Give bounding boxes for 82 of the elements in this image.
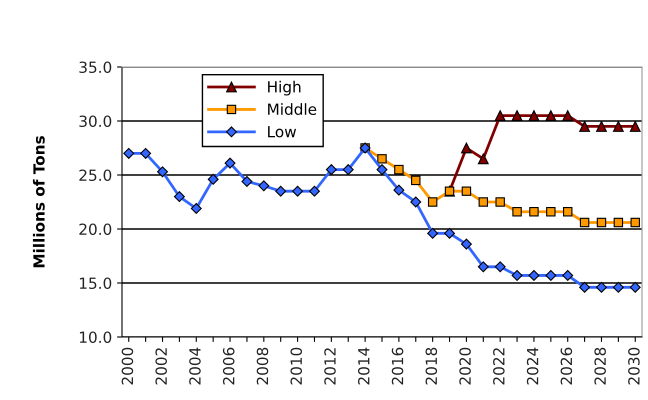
point bbox=[545, 110, 556, 122]
point bbox=[579, 282, 590, 293]
point bbox=[512, 110, 522, 122]
point bbox=[123, 148, 134, 159]
x-tick-label: 2004 bbox=[189, 348, 201, 384]
point bbox=[258, 180, 270, 192]
point bbox=[580, 218, 590, 228]
point bbox=[478, 153, 489, 164]
point bbox=[528, 270, 540, 281]
x-tick-label: 2030 bbox=[628, 348, 640, 384]
x-tick-label: 2012 bbox=[324, 348, 336, 384]
y-tick-label: 25.0 bbox=[79, 169, 112, 182]
x-tick-label: 2020 bbox=[459, 348, 471, 384]
point bbox=[494, 261, 506, 272]
x-tick-label: 2000 bbox=[122, 348, 134, 384]
point bbox=[478, 197, 488, 207]
point bbox=[562, 207, 572, 216]
y-tick-label: 10.0 bbox=[80, 331, 112, 344]
point bbox=[342, 164, 354, 176]
point bbox=[428, 197, 438, 207]
point bbox=[427, 228, 438, 239]
legend-label: Low bbox=[268, 126, 296, 138]
point bbox=[444, 228, 455, 239]
point bbox=[529, 207, 539, 216]
point bbox=[190, 203, 202, 214]
point bbox=[596, 120, 607, 132]
point bbox=[630, 218, 640, 228]
point bbox=[612, 120, 624, 132]
point bbox=[275, 186, 286, 197]
x-tick-label: 2028 bbox=[594, 348, 606, 384]
point bbox=[460, 238, 472, 250]
legend-label: High bbox=[268, 80, 300, 96]
point bbox=[326, 164, 337, 176]
point bbox=[562, 110, 574, 122]
point bbox=[394, 164, 404, 174]
point bbox=[376, 164, 388, 176]
point bbox=[546, 207, 556, 216]
point bbox=[495, 197, 505, 207]
point bbox=[174, 191, 185, 202]
point bbox=[410, 196, 422, 208]
point bbox=[512, 207, 522, 216]
point bbox=[596, 282, 607, 293]
y-tick-label: 35.0 bbox=[79, 61, 112, 74]
point bbox=[630, 282, 641, 293]
point bbox=[579, 120, 590, 132]
point bbox=[545, 270, 556, 281]
x-tick-label: 2024 bbox=[526, 348, 538, 384]
y-tick-label: 20.0 bbox=[79, 223, 112, 236]
x-tick-label: 2016 bbox=[392, 348, 404, 384]
point bbox=[157, 166, 168, 178]
point bbox=[528, 110, 540, 122]
x-tick-label: 2006 bbox=[222, 348, 234, 384]
point bbox=[612, 282, 624, 293]
x-tick-label: 2018 bbox=[426, 348, 438, 384]
point bbox=[562, 270, 574, 281]
point bbox=[208, 174, 219, 185]
point bbox=[393, 184, 404, 196]
y-axis-title: Millions of Tons bbox=[32, 136, 45, 268]
point bbox=[596, 218, 606, 228]
x-tick-label: 2010 bbox=[290, 348, 302, 384]
x-tick-label: 2002 bbox=[155, 348, 167, 384]
x-tick-label: 2022 bbox=[493, 348, 505, 384]
x-tick-label: 2008 bbox=[256, 348, 268, 384]
point bbox=[461, 142, 472, 154]
point bbox=[377, 154, 387, 164]
point bbox=[630, 120, 641, 132]
point bbox=[411, 176, 420, 186]
point bbox=[462, 186, 472, 196]
point bbox=[614, 218, 624, 228]
point bbox=[309, 186, 320, 197]
point bbox=[292, 186, 304, 197]
point bbox=[224, 158, 236, 169]
y-tick-label: 15.0 bbox=[80, 277, 112, 290]
x-tick-label: 2026 bbox=[560, 348, 572, 384]
point bbox=[140, 148, 152, 159]
point bbox=[512, 270, 523, 281]
point bbox=[494, 110, 506, 122]
point bbox=[478, 261, 489, 272]
x-tick-label: 2014 bbox=[358, 348, 370, 384]
y-tick-label: 30.0 bbox=[79, 115, 112, 128]
legend-label: Middle bbox=[268, 103, 316, 115]
point bbox=[241, 176, 252, 187]
